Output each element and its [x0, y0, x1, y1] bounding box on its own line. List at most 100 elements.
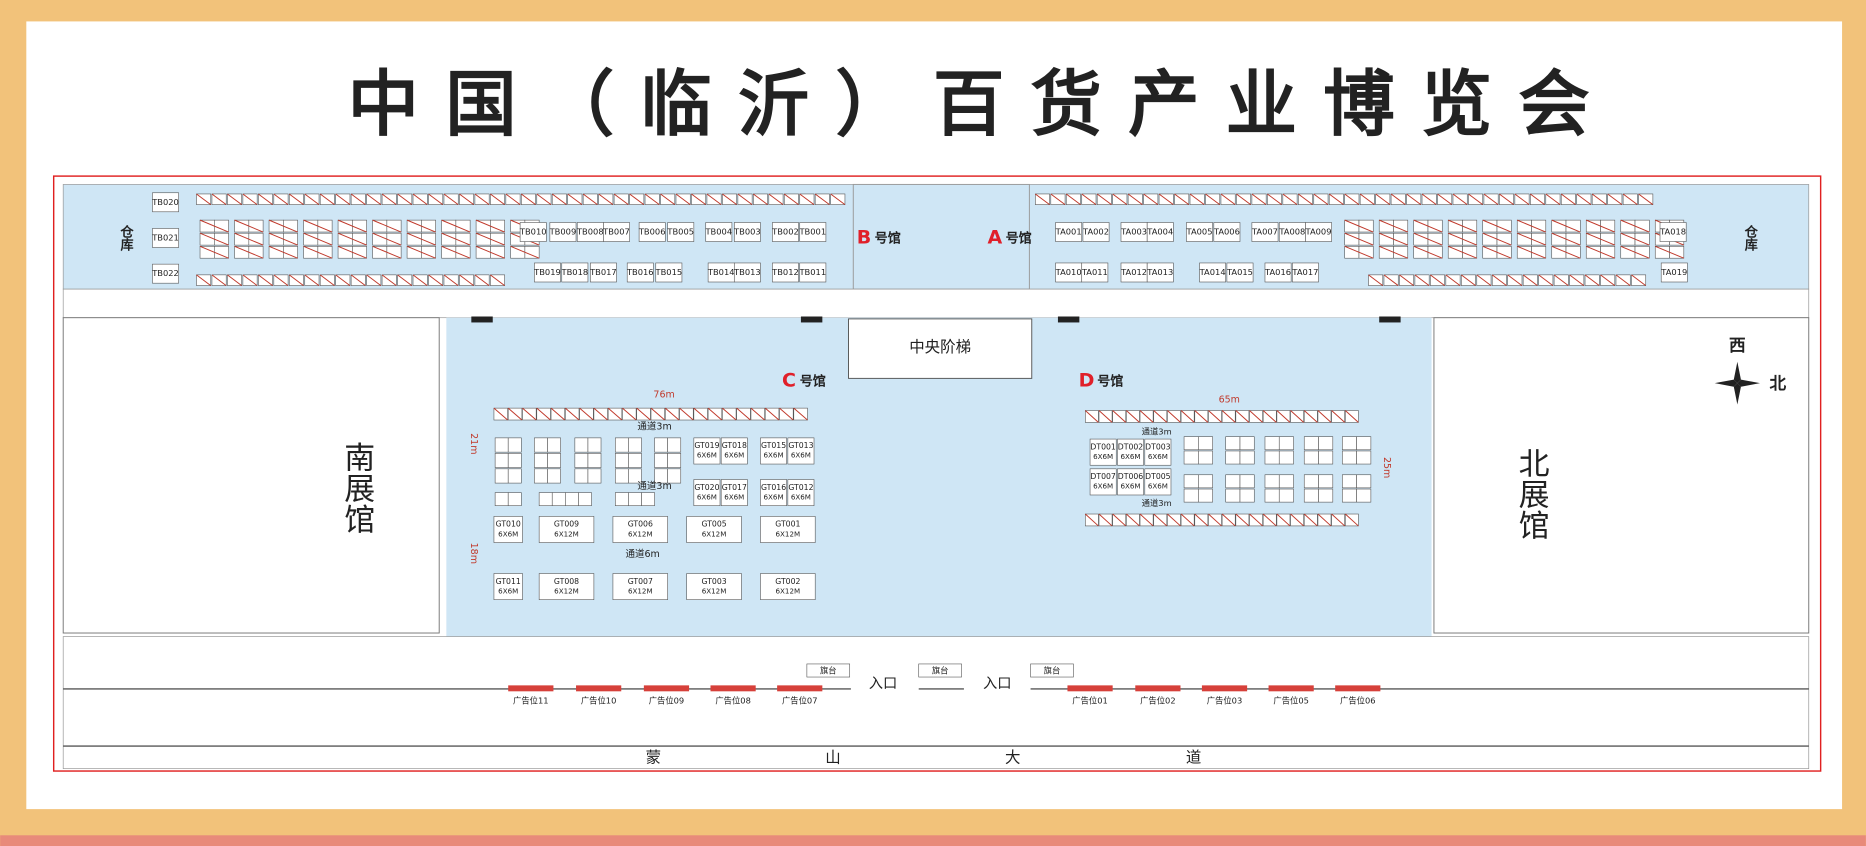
small-booth [628, 437, 642, 453]
booth-size: 6X6M [1148, 482, 1168, 491]
sold-mark [505, 193, 521, 206]
sold-mark [1112, 193, 1128, 206]
small-booth [1393, 246, 1409, 259]
booth [705, 222, 733, 242]
booth [493, 516, 523, 543]
sold-mark [521, 193, 536, 206]
booth-size: 6X6M [724, 451, 744, 460]
small-booth [1427, 246, 1443, 259]
sold-mark [441, 232, 471, 246]
sold-mark [234, 232, 264, 246]
sold-mark [1139, 513, 1154, 527]
sold-mark [1153, 410, 1168, 423]
sold-mark [397, 193, 413, 206]
sold-mark [1276, 410, 1291, 423]
booth-label: GT019 [694, 441, 719, 450]
booth [1199, 262, 1227, 283]
small-booth [1496, 246, 1512, 259]
ad-label: 广告位11 [513, 695, 549, 705]
sold-mark [412, 193, 428, 206]
sold-mark [199, 232, 229, 246]
hall-name: 北展馆 [1513, 447, 1549, 540]
warehouse-label: 仓库 [1742, 223, 1759, 252]
ad-label: 广告位01 [1072, 695, 1108, 705]
booth [720, 479, 748, 506]
sold-mark [1448, 232, 1477, 246]
small-booth [1634, 246, 1650, 259]
sold-mark [1607, 193, 1623, 206]
small-booth [565, 492, 579, 506]
sold-mark [1290, 513, 1304, 527]
small-booth [1264, 436, 1280, 451]
sold-mark [1267, 193, 1282, 206]
booth [152, 263, 179, 284]
small-booth [494, 468, 509, 484]
sold-mark [1276, 513, 1291, 527]
sold-mark [1065, 193, 1081, 206]
small-booth [386, 246, 402, 259]
sold-mark [1437, 193, 1453, 206]
booth-size: 6X6M [697, 492, 717, 501]
aisle-label: 通道3m [1142, 498, 1172, 508]
small-booth [628, 492, 642, 506]
ad-slot [508, 685, 554, 692]
ad-label: 广告位09 [649, 695, 685, 705]
booth-label: GT016 [761, 483, 786, 492]
sold-mark [490, 274, 505, 286]
small-booth [1393, 232, 1409, 246]
small-booth [1303, 474, 1319, 489]
sold-mark [441, 219, 471, 233]
small-booth [1183, 474, 1199, 489]
small-booth [1462, 232, 1478, 246]
sold-mark [273, 274, 289, 286]
sold-mark [1445, 274, 1461, 286]
booth [686, 573, 742, 600]
booth-label: TA018 [1659, 227, 1686, 237]
sold-mark [196, 274, 212, 286]
sold-mark [706, 193, 722, 206]
sold-mark [636, 407, 651, 421]
sold-mark [1344, 219, 1374, 233]
booth-label: GT005 [701, 520, 726, 529]
small-booth [1356, 436, 1372, 451]
small-booth [1342, 436, 1357, 451]
small-booth [1393, 219, 1409, 233]
booth [720, 437, 748, 465]
booth-label: TA008 [1278, 227, 1305, 237]
sold-mark [1194, 410, 1209, 423]
small-booth [615, 492, 629, 506]
small-booth [1278, 450, 1294, 465]
small-booth [507, 437, 522, 453]
booth-label: DT003 [1145, 442, 1170, 451]
sold-mark [1576, 193, 1592, 206]
stage [806, 663, 851, 678]
sold-mark [779, 407, 794, 421]
sold-mark [242, 193, 258, 206]
sold-mark [783, 193, 799, 206]
sold-mark [679, 407, 694, 421]
booth-size: 6X6M [1093, 452, 1113, 461]
booth [655, 262, 683, 283]
small-booth [1413, 246, 1429, 259]
small-booth [214, 219, 229, 233]
sold-mark [493, 407, 508, 421]
sold-mark [288, 274, 304, 286]
sold-mark [707, 407, 723, 421]
small-booth [1531, 246, 1547, 259]
booth [1660, 262, 1688, 283]
sold-mark [1344, 513, 1359, 527]
small-booth [1318, 488, 1334, 503]
booth [538, 516, 595, 543]
sold-mark [1584, 274, 1600, 286]
sold-mark [1317, 410, 1332, 423]
ad-label: 广告位02 [1140, 695, 1176, 705]
small-booth [1565, 219, 1581, 233]
booth-label: GT012 [788, 483, 813, 492]
small-booth [587, 453, 602, 468]
small-booth [1198, 488, 1213, 503]
hall-letter: C [782, 369, 796, 391]
sold-mark [234, 245, 264, 259]
sold-mark [1413, 232, 1443, 246]
sold-mark [750, 407, 765, 421]
sold-mark [551, 193, 567, 206]
